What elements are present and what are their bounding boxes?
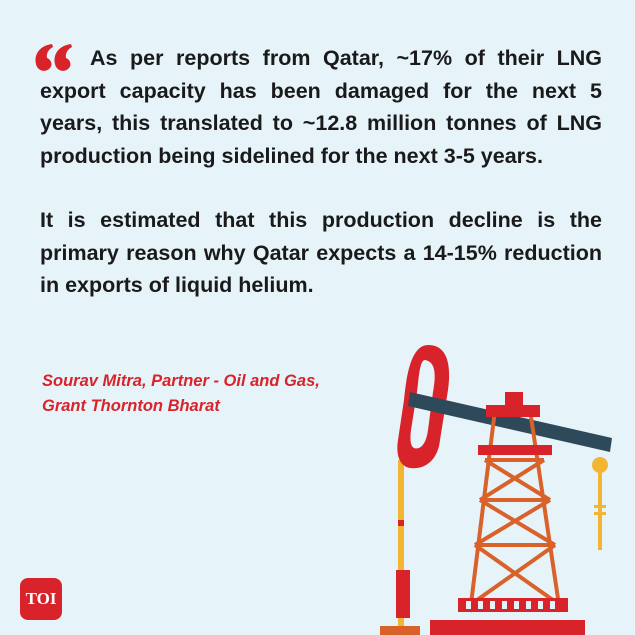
quote-paragraph: As per reports from Qatar, ~17% of their… (40, 46, 602, 168)
attribution: Sourav Mitra, Partner - Oil and Gas, Gra… (42, 372, 320, 415)
quote-mark (35, 44, 72, 71)
logo: TOI (20, 578, 62, 620)
quote: As per reports from Qatar, ~17% of their… (40, 42, 602, 334)
quote-paragraph: It is estimated that this production dec… (40, 208, 602, 297)
pumpjack (380, 345, 612, 635)
